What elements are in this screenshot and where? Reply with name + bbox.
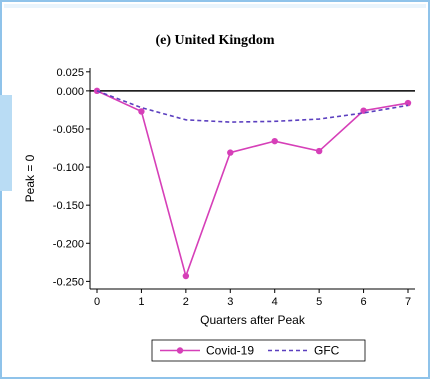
- y-tick-label: -0.150: [53, 200, 84, 212]
- y-tick-label: -0.050: [53, 124, 84, 136]
- y-tick-label: 0.025: [56, 67, 84, 79]
- left-edge-tab: [0, 95, 12, 191]
- data-point: [315, 147, 323, 155]
- y-tick-label: -0.100: [53, 162, 84, 174]
- series-line-covid-19: [96, 90, 409, 279]
- data-point: [138, 108, 145, 115]
- chart-title: (e) United Kingdom: [156, 33, 275, 48]
- x-tick-label: 5: [316, 296, 322, 308]
- legend-marker: [176, 347, 184, 354]
- legend-box: [151, 339, 366, 362]
- y-tick-label: -0.250: [53, 276, 84, 288]
- x-tick-label: 0: [94, 296, 100, 308]
- x-axis-ticks: 0 1 2 3 4 5 6 7: [94, 289, 411, 308]
- data-point: [271, 137, 278, 145]
- x-tick-label: 3: [227, 296, 233, 308]
- x-tick-label: 2: [183, 296, 189, 308]
- x-tick-label: 1: [138, 296, 144, 308]
- legend-label: GFC: [314, 344, 340, 358]
- x-axis-label: Quarters after Peak: [200, 313, 306, 327]
- y-tick-label: -0.200: [53, 238, 84, 250]
- data-point: [404, 99, 412, 107]
- legend-label: Covid-19: [206, 344, 254, 358]
- x-tick-label: 4: [272, 296, 278, 308]
- legend: Covid-19 GFC: [151, 339, 366, 362]
- y-axis-label: Peak = 0: [23, 154, 37, 202]
- y-tick-label: 0.000: [56, 86, 84, 98]
- x-tick-label: 7: [405, 296, 411, 308]
- x-tick-label: 6: [361, 296, 367, 308]
- y-axis-ticks: 0.025 0.000 -0.050 -0.100 -0.150 -0.200 -0.250: [53, 67, 90, 288]
- top-strip: [4, 4, 426, 8]
- data-point: [182, 272, 190, 280]
- data-point: [227, 149, 234, 156]
- series-layer: [93, 87, 412, 280]
